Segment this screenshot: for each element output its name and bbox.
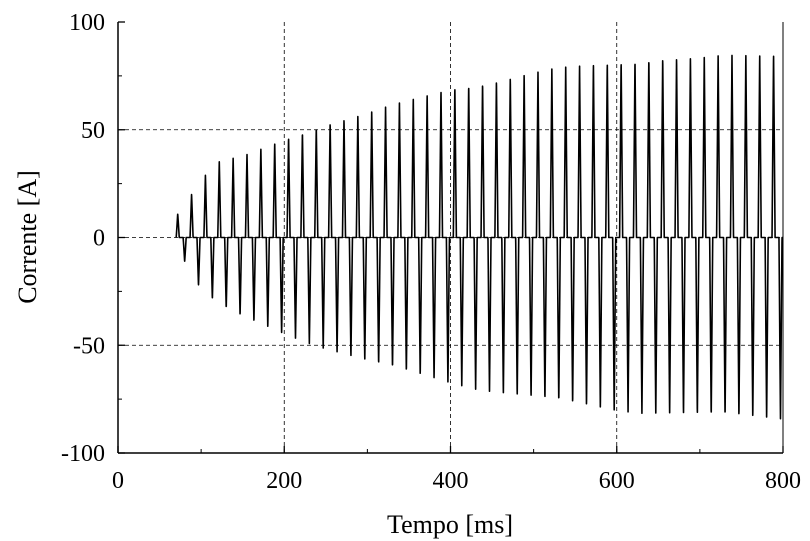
y-tick-label: -50 <box>73 333 105 359</box>
x-axis-label: Tempo [ms] <box>387 510 513 539</box>
y-axis-label: Corrente [A] <box>13 170 42 304</box>
y-tick-labels: -100 -50 0 50 100 <box>61 10 105 467</box>
y-tick-label: 50 <box>81 118 105 144</box>
x-tick-label: 600 <box>599 468 635 494</box>
series-line <box>175 54 784 420</box>
y-tick-label: 0 <box>93 226 105 252</box>
x-tick-label: 0 <box>112 468 124 494</box>
x-tick-labels: 0 200 400 600 800 <box>112 468 801 494</box>
y-tick-label: -100 <box>61 441 105 467</box>
series-current <box>175 54 784 420</box>
ticks <box>117 21 784 454</box>
x-tick-label: 800 <box>765 468 801 494</box>
y-tick-label: 100 <box>69 10 105 36</box>
x-tick-label: 200 <box>266 468 302 494</box>
x-tick-label: 400 <box>433 468 469 494</box>
